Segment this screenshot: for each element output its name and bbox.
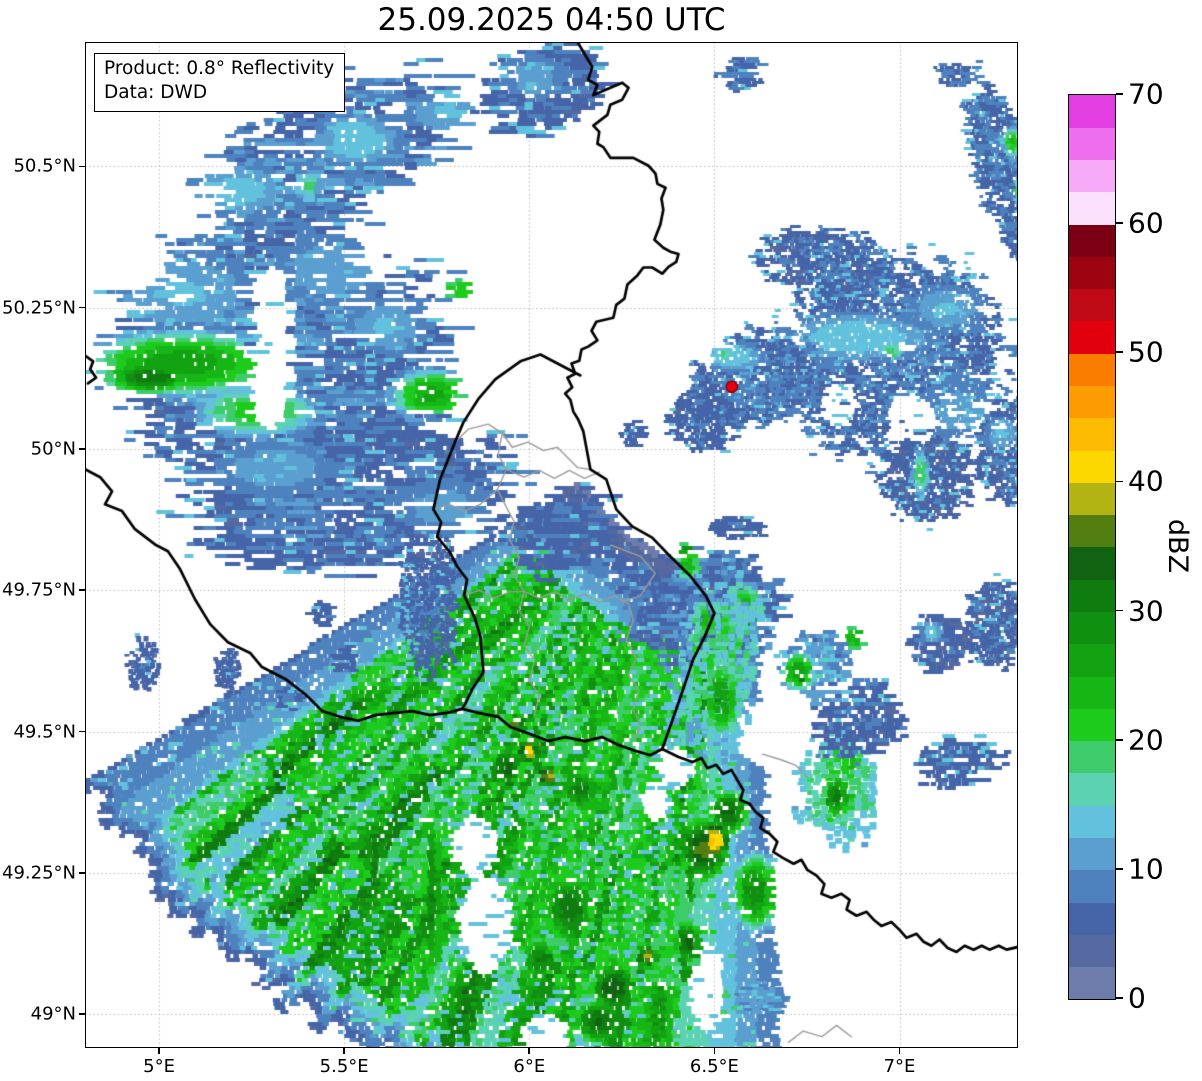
colorbar-segment (1069, 159, 1115, 193)
colorbar-segment (1069, 191, 1115, 225)
y-tick-mark (79, 589, 85, 591)
colorbar-segment (1069, 417, 1115, 451)
colorbar-segment (1069, 869, 1115, 903)
y-tick-mark (79, 871, 85, 874)
colorbar-tick-label: 60 (1128, 206, 1164, 240)
colorbar-segment (1069, 321, 1115, 354)
colorbar-segment (1069, 95, 1115, 128)
x-tick-label: 6.5°E (689, 1056, 739, 1077)
colorbar-tick-mark (1116, 480, 1123, 483)
map-plot-area: Product: 0.8° Reflectivity Data: DWD (85, 42, 1018, 1048)
x-tick-mark (528, 1048, 531, 1054)
colorbar-tick-label: 40 (1128, 464, 1164, 498)
x-tick-mark (898, 1048, 901, 1054)
colorbar-tick-label: 20 (1128, 723, 1164, 757)
x-tick-mark (713, 1048, 716, 1054)
x-tick-label: 5.5°E (319, 1056, 369, 1077)
y-tick-label: 50.25°N (2, 297, 76, 319)
colorbar (1068, 94, 1116, 1000)
y-tick-mark (79, 448, 85, 450)
colorbar-tick-label: 0 (1128, 981, 1146, 1015)
colorbar-segment (1069, 805, 1115, 839)
colorbar-tick-mark (1116, 351, 1123, 354)
y-tick-mark (79, 1013, 85, 1015)
colorbar-tick-label: 30 (1128, 594, 1164, 628)
x-tick-label: 7°E (883, 1056, 916, 1077)
y-tick-label: 50°N (30, 438, 76, 460)
y-tick-label: 49.5°N (13, 721, 76, 742)
colorbar-segment (1069, 450, 1115, 483)
y-tick-label: 49.25°N (2, 862, 76, 884)
colorbar-segment (1069, 547, 1115, 580)
colorbar-axis-label: dBZ (1162, 518, 1193, 574)
x-tick-label: 6°E (513, 1056, 546, 1077)
colorbar-segment (1069, 353, 1115, 387)
colorbar-tick-label: 50 (1128, 335, 1164, 369)
colorbar-tick-mark (1116, 609, 1123, 612)
product-info-box: Product: 0.8° Reflectivity Data: DWD (94, 53, 346, 112)
colorbar-tick-mark (1116, 93, 1123, 95)
x-tick-mark (343, 1048, 345, 1054)
colorbar-tick-label: 10 (1128, 852, 1164, 886)
y-tick-mark (79, 165, 85, 168)
product-label: Product: 0.8° Reflectivity (104, 58, 335, 79)
colorbar-segment (1069, 934, 1115, 968)
colorbar-segment (1069, 579, 1115, 613)
colorbar-segment (1069, 676, 1115, 709)
colorbar-segment (1069, 288, 1115, 322)
colorbar-segment (1069, 837, 1115, 871)
colorbar-segment (1069, 773, 1115, 806)
colorbar-segment (1069, 966, 1115, 1000)
colorbar-segment (1069, 385, 1115, 419)
colorbar-tick-mark (1116, 222, 1123, 225)
colorbar-segment (1069, 224, 1115, 257)
colorbar-segment (1069, 256, 1115, 290)
page-title: 25.09.2025 04:50 UTC (377, 2, 726, 38)
x-tick-mark (158, 1048, 160, 1054)
colorbar-tick-mark (1116, 738, 1123, 741)
colorbar-tick-mark (1116, 997, 1123, 999)
colorbar-segment (1069, 611, 1115, 645)
radar-map-canvas (85, 42, 1018, 1048)
colorbar-segment (1069, 643, 1115, 677)
colorbar-segment (1069, 482, 1115, 516)
colorbar-segment (1069, 902, 1115, 935)
y-tick-mark (79, 730, 85, 733)
y-tick-label: 49.75°N (2, 579, 76, 601)
colorbar-tick-label: 70 (1128, 77, 1164, 111)
colorbar-tick-mark (1116, 867, 1123, 870)
colorbar-segment (1069, 708, 1115, 742)
x-tick-label: 5°E (143, 1056, 175, 1077)
colorbar-segment (1069, 740, 1115, 774)
y-tick-mark (79, 306, 85, 309)
colorbar-segment (1069, 127, 1115, 161)
data-source-label: Data: DWD (104, 82, 208, 104)
colorbar-segment (1069, 514, 1115, 548)
y-tick-label: 49°N (30, 1003, 76, 1025)
y-tick-label: 50.5°N (13, 155, 76, 177)
